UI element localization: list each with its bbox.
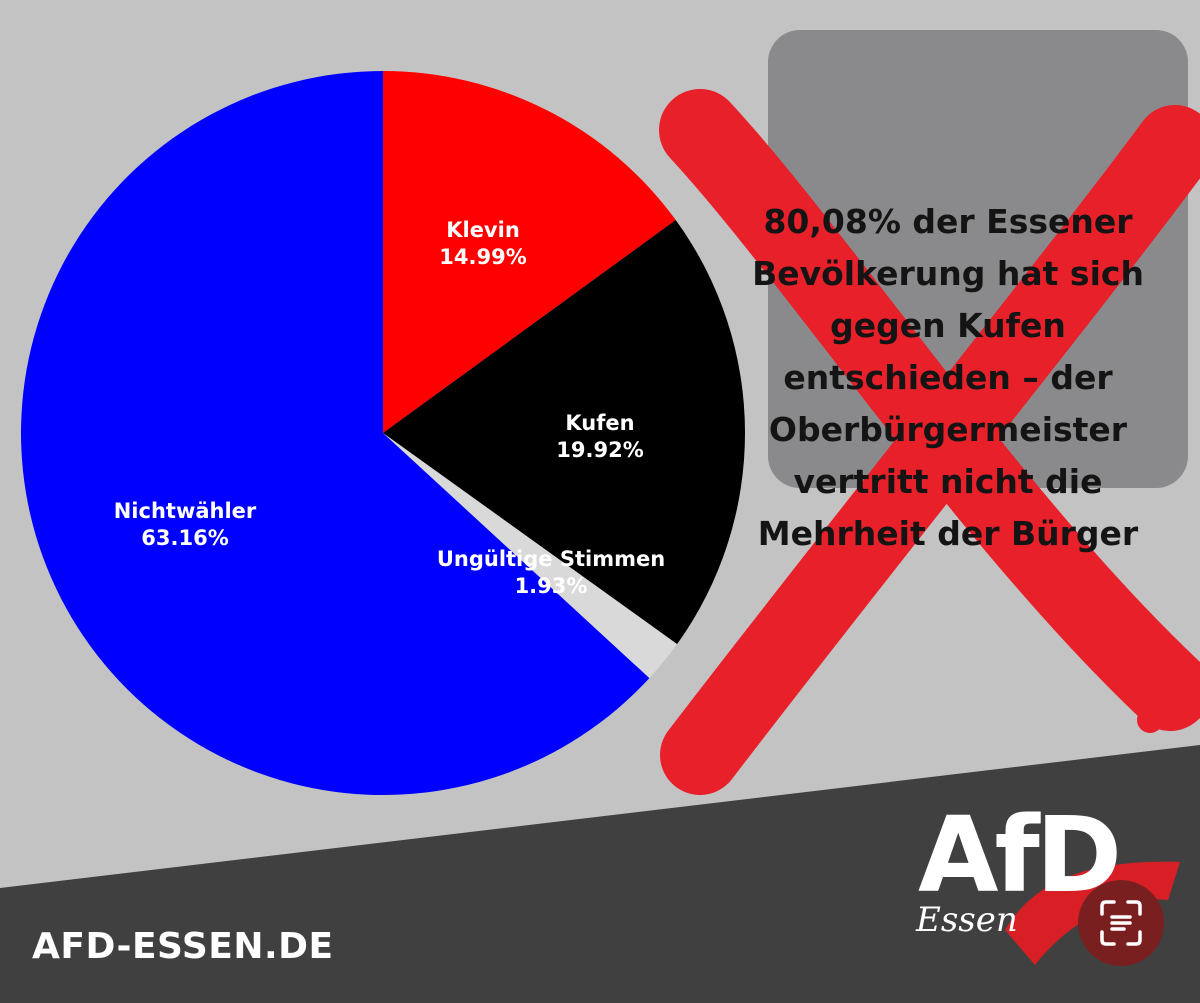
pie-labels: Klevin 14.99% Kufen 19.92% Ungültige Stimmen…: [114, 218, 665, 598]
message-line: Bevölkerung hat sich: [752, 254, 1144, 293]
slice-value-label: 19.92%: [556, 438, 643, 462]
footer-band: [0, 745, 1200, 1003]
message-text: 80,08% der Essener Bevölkerung hat sich …: [728, 196, 1168, 560]
red-x-mark-icon: [659, 89, 1200, 795]
slice-label: Nichtwähler: [114, 499, 257, 523]
pie-slice-nichtwähler: [21, 71, 650, 795]
message-line: entschieden – der: [783, 358, 1113, 397]
logo-subtitle: Essen: [916, 900, 1018, 940]
slice-label: Ungültige Stimmen: [437, 547, 665, 571]
message-line: gegen Kufen: [830, 306, 1066, 345]
message-line: Mehrheit der Bürger: [757, 514, 1139, 553]
website-link[interactable]: AFD-ESSEN.DE: [32, 926, 334, 967]
slice-label: Kufen: [565, 411, 634, 435]
pie-slice-kufen: [383, 220, 745, 645]
slice-value-label: 1.93%: [515, 574, 588, 598]
slice-value-label: 63.16%: [141, 526, 228, 550]
slice-label: Klevin: [446, 218, 520, 242]
pie-slices: [21, 71, 745, 795]
pie-slice-ungültige-stimmen: [383, 433, 678, 679]
scan-text-icon: [1100, 900, 1142, 946]
logo: AfD: [918, 794, 1122, 916]
pie-slice-klevin: [383, 71, 676, 433]
message-line: vertritt nicht die: [793, 462, 1103, 501]
message-line: Oberbürgermeister: [768, 410, 1128, 449]
slice-value-label: 14.99%: [439, 245, 526, 269]
scan-text-button[interactable]: [1078, 880, 1164, 966]
message-line: 80,08% der Essener: [763, 202, 1133, 241]
